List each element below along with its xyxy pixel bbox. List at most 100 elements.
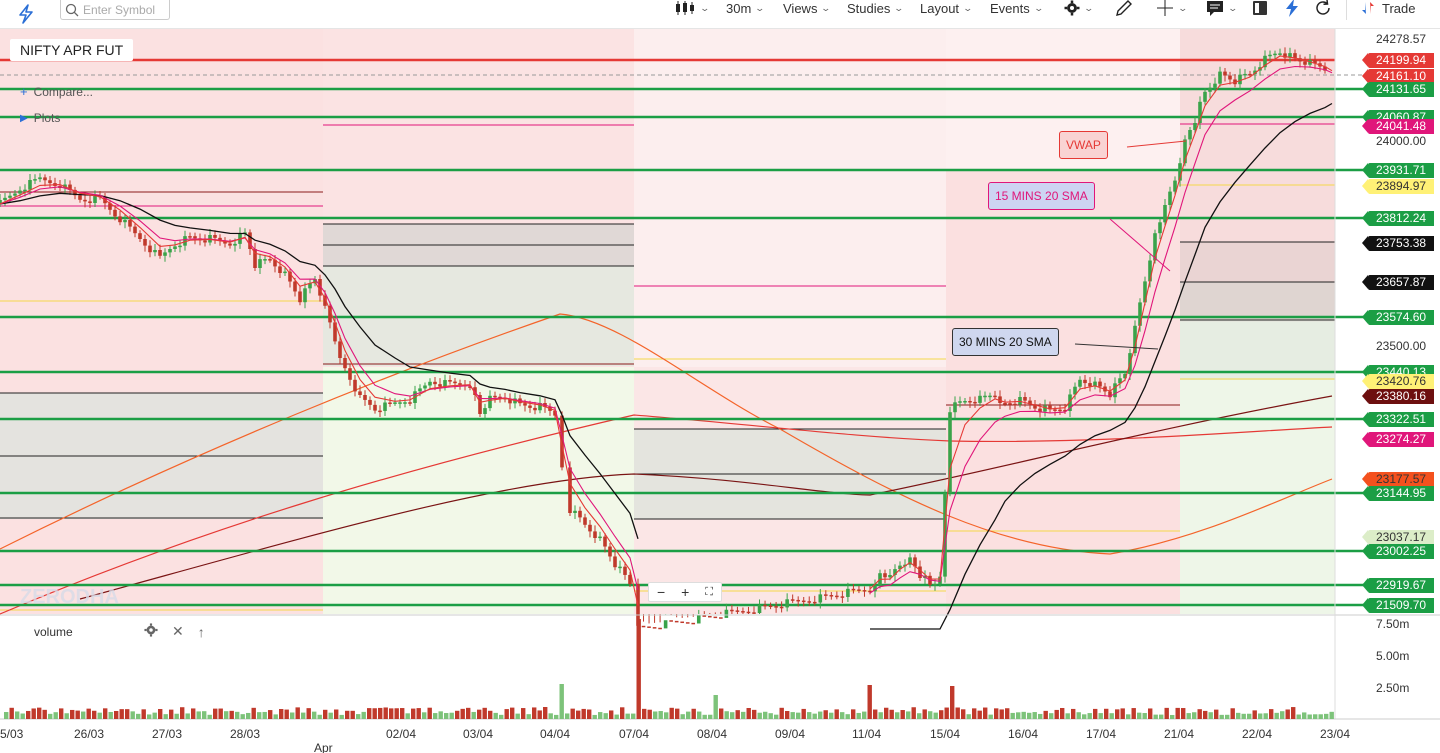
trade-button[interactable]: Trade [1362, 0, 1415, 16]
price-chart[interactable]: ZERODHA [0, 29, 1440, 753]
vwap-callout[interactable]: VWAP [1059, 131, 1108, 159]
volume-bar [383, 707, 388, 719]
candle-body [393, 402, 397, 404]
candle-body [433, 381, 437, 385]
volume-bar [1164, 707, 1169, 719]
candle-body [943, 493, 947, 577]
candle-body [203, 240, 207, 243]
volume-bar [884, 707, 889, 719]
candle-body [846, 588, 850, 597]
symbol-search[interactable] [60, 0, 170, 20]
price-label: 24041.48 [1362, 119, 1434, 134]
volume-bar [1181, 708, 1186, 719]
refresh-button[interactable] [1314, 0, 1332, 16]
volume-bar [9, 707, 14, 719]
volume-bar [856, 712, 861, 719]
candle-body [268, 259, 272, 261]
volume-bar [532, 707, 537, 719]
volume-bar [625, 713, 630, 719]
chart-container[interactable]: ZERODHA NIFTY APR FUT + Compare... ▶ Plots… [0, 29, 1440, 753]
candle-body [973, 401, 977, 404]
volume-bar [356, 714, 361, 719]
price-label: 23144.95 [1362, 486, 1434, 501]
draw-tool-button[interactable] [1115, 0, 1133, 16]
settings-button[interactable]: ⌄ [1064, 0, 1094, 16]
layout-menu[interactable]: Layout ⌄ [920, 0, 973, 16]
candle-body [583, 517, 587, 525]
volume-bar [1087, 713, 1092, 719]
candle-body [908, 557, 912, 565]
zoom-out-button[interactable]: − [656, 584, 666, 600]
volume-bar [317, 714, 322, 719]
volume-bar [1197, 709, 1202, 719]
volume-bar [658, 711, 663, 719]
chevron-down-icon: ⌄ [893, 2, 905, 13]
volume-bar [400, 708, 405, 719]
sma15-pointer [1109, 218, 1171, 272]
volume-bar [922, 709, 927, 719]
candle-body [719, 617, 723, 619]
volume-bar [1291, 707, 1296, 719]
volume-bar [1258, 713, 1263, 719]
candle-body [533, 407, 537, 411]
candle-body [128, 220, 132, 227]
volume-bar [1120, 708, 1125, 719]
compare-button[interactable]: + Compare... [20, 84, 93, 99]
volume-bar [719, 708, 724, 719]
symbol-search-input[interactable] [83, 2, 163, 17]
candle-body [388, 402, 392, 404]
events-menu[interactable]: Events ⌄ [990, 0, 1044, 16]
views-menu[interactable]: Views ⌄ [783, 0, 832, 16]
fullscreen-icon[interactable]: ⛶ [705, 585, 713, 598]
candle-body [553, 410, 557, 416]
candle-body [293, 281, 297, 292]
kite-logo-icon[interactable] [14, 3, 38, 25]
candle-body [741, 611, 745, 613]
candle-body [641, 625, 646, 628]
volume-bar [323, 709, 328, 719]
volume-bar [977, 710, 982, 719]
date-axis-label: 09/04 [775, 727, 806, 741]
volume-bar [939, 710, 944, 719]
volume-bar [438, 711, 443, 719]
volume-bar [1038, 713, 1043, 719]
volume-bar [510, 707, 515, 719]
volume-bar [224, 711, 229, 719]
chart-type-button[interactable]: ⌄ [674, 0, 710, 16]
zoom-in-button[interactable]: + [681, 584, 690, 600]
close-icon[interactable]: ✕ [172, 623, 184, 639]
volume-bar [26, 710, 31, 719]
candle-body [1098, 381, 1102, 387]
candle-body [824, 594, 828, 596]
volume-bar [218, 708, 223, 719]
crosshair-button[interactable]: ⌄ [1156, 0, 1188, 16]
interval-dropdown[interactable]: 30m ⌄ [726, 0, 765, 16]
volume-bar [482, 707, 487, 719]
plots-toggle[interactable]: ▶ Plots [20, 111, 60, 125]
candle-body [1283, 53, 1287, 58]
candle-body [785, 599, 789, 608]
refresh-icon [1316, 0, 1330, 15]
volume-bar [812, 713, 817, 719]
sma30-callout[interactable]: 30 MINS 20 SMA [952, 328, 1059, 356]
candle-body [1273, 53, 1277, 56]
panel-toggle-button[interactable] [1252, 0, 1268, 16]
volume-bar [592, 714, 597, 719]
volume-bar [1203, 710, 1208, 719]
candle-body [735, 610, 740, 612]
candle-body [398, 402, 402, 404]
comment-button[interactable]: ⌄ [1206, 0, 1238, 16]
volume-bar [1313, 714, 1318, 719]
sma15-callout[interactable]: 15 MINS 20 SMA [988, 182, 1095, 210]
studies-menu[interactable]: Studies ⌄ [847, 0, 905, 16]
volume-bar [185, 713, 190, 719]
candle-body [1223, 71, 1227, 76]
candle-body [408, 402, 412, 404]
volume-bar [169, 709, 174, 719]
gear-icon[interactable] [144, 623, 158, 640]
pencil-icon [1116, 0, 1132, 16]
instant-order-button[interactable] [1284, 0, 1300, 17]
arrow-up-icon[interactable]: ↑ [197, 623, 205, 640]
volume-bar [1159, 714, 1164, 719]
date-axis-label: 26/03 [74, 727, 105, 741]
